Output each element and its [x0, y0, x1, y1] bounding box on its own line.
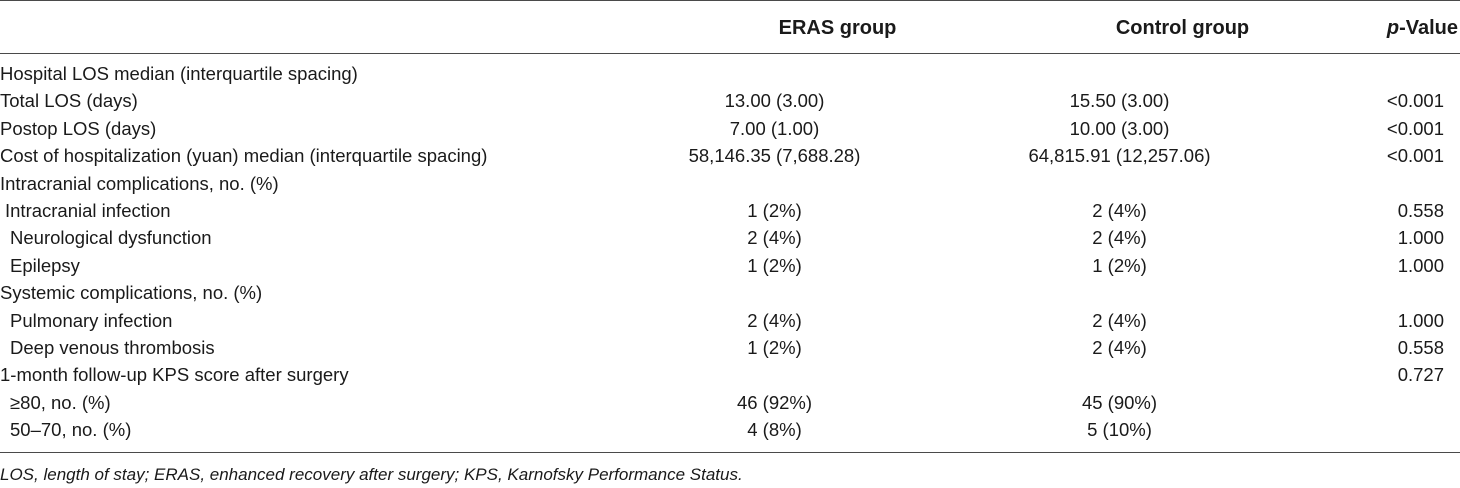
- eras-value: 2 (4%): [747, 227, 802, 249]
- table-row: Systemic complications, no. (%): [0, 279, 1460, 306]
- header-p-rest: -Value: [1399, 17, 1458, 39]
- row-label: ≥80, no. (%): [10, 391, 111, 413]
- row-label: 1-month follow-up KPS score after surger…: [0, 364, 349, 386]
- table-row: 50–70, no. (%) 4 (8%) 5 (10%): [0, 416, 1460, 443]
- p-value: 0.558: [1397, 200, 1444, 221]
- p-value: 1.000: [1397, 309, 1444, 331]
- eras-value: 1 (2%): [747, 337, 802, 358]
- header-control-group: Control group: [1115, 17, 1250, 39]
- row-label: Epilepsy: [10, 254, 80, 276]
- table-row: Intracranial complications, no. (%): [0, 170, 1460, 197]
- p-value: 0.558: [1397, 337, 1444, 358]
- control-value: 2 (4%): [1092, 337, 1147, 358]
- p-value: <0.001: [1386, 145, 1444, 167]
- table-row: Intracranial infection 1 (2%) 2 (4%) 0.558: [0, 197, 1460, 224]
- p-value: 1.000: [1397, 227, 1444, 249]
- eras-value: 2 (4%): [747, 309, 802, 331]
- table-row: 1-month follow-up KPS score after surger…: [0, 361, 1460, 388]
- row-label: Deep venous thrombosis: [10, 337, 215, 358]
- table-row: Cost of hospitalization (yuan) median (i…: [0, 142, 1460, 169]
- table-top-rule: [0, 0, 1460, 1]
- table-row: Neurological dysfunction 2 (4%) 2 (4%) 1.00…: [0, 224, 1460, 251]
- eras-value: 4 (8%): [747, 419, 802, 441]
- p-value: 1.000: [1397, 254, 1444, 276]
- control-value: 2 (4%): [1092, 227, 1147, 249]
- table-row: Postop LOS (days) 7.00 (1.00) 10.00 (3.00)…: [0, 115, 1460, 142]
- p-value: 0.727: [1397, 364, 1444, 386]
- row-label: Cost of hospitalization (yuan) median (i…: [0, 145, 488, 167]
- table-footnote: LOS, length of stay; ERAS, enhanced reco…: [0, 465, 743, 484]
- control-value: 5 (10%): [1087, 419, 1152, 441]
- table-bottom-rule: [0, 452, 1460, 453]
- control-value: 15.50 (3.00): [1069, 90, 1170, 112]
- table-row: Deep venous thrombosis 1 (2%) 2 (4%) 0.558: [0, 334, 1460, 361]
- eras-value: 1 (2%): [747, 254, 802, 276]
- row-label: Systemic complications, no. (%): [0, 282, 263, 304]
- p-value: <0.001: [1386, 90, 1444, 112]
- eras-value: 13.00 (3.00): [724, 90, 825, 112]
- row-label: 50–70, no. (%): [10, 419, 132, 441]
- eras-value: 58,146.35 (7,688.28): [688, 145, 861, 167]
- row-label: Total LOS (days): [0, 90, 138, 112]
- table-row: ≥80, no. (%) 46 (92%) 45 (90%): [0, 389, 1460, 416]
- row-label: Postop LOS (days): [0, 117, 157, 139]
- p-value: <0.001: [1386, 117, 1444, 139]
- control-value: 64,815.91 (12,257.06): [1028, 145, 1211, 167]
- header-p-value: p-Value: [1387, 17, 1458, 39]
- table-row: Epilepsy 1 (2%) 1 (2%) 1.000: [0, 252, 1460, 279]
- header-p-italic: p: [1386, 17, 1400, 39]
- table-row: Hospital LOS median (interquartile spaci…: [0, 60, 1460, 87]
- header-eras-group: ERAS group: [778, 17, 897, 39]
- control-value: 1 (2%): [1092, 254, 1147, 276]
- table-header-rule: [0, 53, 1460, 54]
- row-label: Pulmonary infection: [10, 309, 173, 331]
- eras-value: 1 (2%): [747, 200, 802, 221]
- table-row: Pulmonary infection 2 (4%) 2 (4%) 1.000: [0, 307, 1460, 334]
- control-value: 10.00 (3.00): [1069, 117, 1170, 139]
- row-label: Intracranial complications, no. (%): [0, 172, 279, 194]
- row-label: Neurological dysfunction: [10, 227, 212, 249]
- row-label: Hospital LOS median (interquartile spaci…: [0, 63, 358, 84]
- eras-value: 46 (92%): [736, 391, 813, 413]
- row-label: Intracranial infection: [5, 200, 171, 221]
- control-value: 2 (4%): [1092, 200, 1147, 221]
- eras-value: 7.00 (1.00): [729, 117, 820, 139]
- control-value: 2 (4%): [1092, 309, 1147, 331]
- control-value: 45 (90%): [1081, 391, 1158, 413]
- table-row: Total LOS (days) 13.00 (3.00) 15.50 (3.00)…: [0, 87, 1460, 114]
